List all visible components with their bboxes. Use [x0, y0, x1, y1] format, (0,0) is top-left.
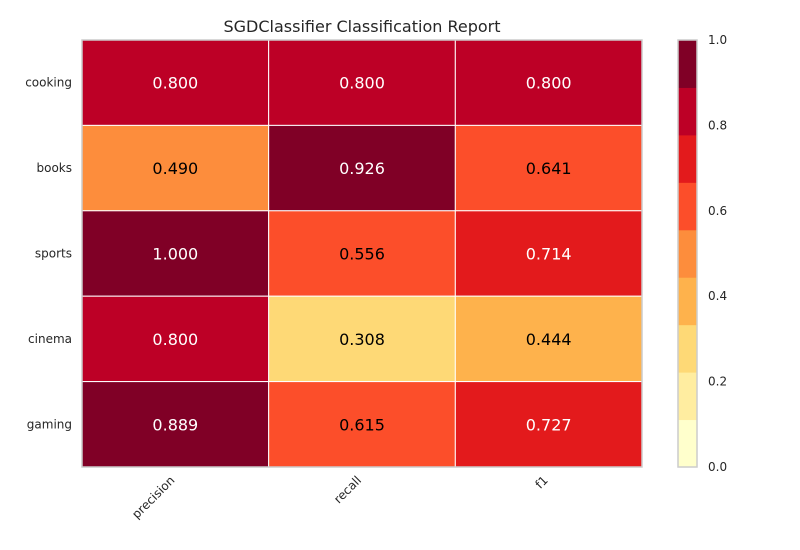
heatmap-cell-sports-recall	[268, 210, 456, 297]
colorbar-bin	[678, 419, 697, 468]
heatmap-cell-books-precision	[81, 124, 270, 212]
heatmap-value-labels: 0.800 0.800 0.800 0.490 0.926 0.641 1.000 0.556…	[152, 74, 571, 435]
colorbar-bin	[678, 372, 697, 421]
colorbar-bin	[678, 324, 697, 373]
column-labels: precision recall f1	[129, 473, 551, 521]
cell-value-label: 0.800	[152, 74, 198, 93]
colorbar-tick-label: 0.0	[708, 460, 727, 474]
row-label-cooking: cooking	[25, 76, 72, 90]
cell-value-label: 0.444	[526, 330, 572, 349]
cell-value-label: 0.800	[526, 74, 572, 93]
heatmap-cell-cinema-f1	[454, 295, 643, 383]
colorbar: 0.0 0.2 0.4 0.6 0.8 1.0	[677, 33, 727, 474]
colorbar-tick-label: 0.6	[708, 204, 727, 218]
cell-value-label: 1.000	[152, 245, 198, 264]
row-label-gaming: gaming	[27, 417, 72, 431]
row-label-books: books	[36, 161, 72, 175]
chart-title: SGDClassifier Classification Report	[224, 17, 501, 36]
colorbar-frame	[677, 39, 698, 468]
cell-value-label: 0.800	[339, 74, 385, 93]
colorbar-tick-label: 0.8	[708, 118, 727, 132]
colorbar-bin	[678, 182, 697, 231]
cell-value-label: 0.308	[339, 330, 385, 349]
colorbar-tick-label: 0.2	[708, 375, 727, 389]
heatmap-cell-gaming-f1	[454, 381, 643, 468]
cell-value-label: 0.556	[339, 245, 385, 264]
colorbar-bin	[678, 40, 697, 88]
colorbar-tick-label: 0.4	[708, 289, 727, 303]
heatmap-cell-cooking-recall	[268, 39, 456, 126]
column-label-precision: precision	[129, 473, 177, 521]
cell-value-label: 0.490	[152, 159, 198, 178]
column-label-recall: recall	[331, 473, 364, 506]
plot-frame	[81, 39, 643, 468]
cell-value-label: 0.727	[526, 415, 572, 434]
cell-value-label: 0.800	[152, 330, 198, 349]
colorbar-bin	[678, 87, 697, 136]
heatmap-cell-books-recall	[268, 124, 456, 212]
colorbar-bin	[678, 229, 697, 278]
cell-value-label: 0.889	[152, 415, 198, 434]
heatmap-cell-gaming-recall	[268, 381, 456, 468]
colorbar-bin	[678, 134, 697, 183]
heatmap-cell-gaming-precision	[81, 381, 270, 468]
cell-value-label: 0.615	[339, 415, 385, 434]
heatmap-cells	[81, 39, 643, 468]
row-label-sports: sports	[35, 247, 72, 261]
heatmap-cell-cooking-precision	[81, 39, 270, 126]
cell-value-label: 0.926	[339, 159, 385, 178]
row-labels: cooking books sports cinema gaming	[25, 76, 72, 432]
colorbar-tick-label: 1.0	[708, 33, 727, 47]
colorbar-bin	[678, 277, 697, 326]
column-label-f1: f1	[533, 473, 551, 491]
cell-value-label: 0.641	[526, 159, 572, 178]
row-label-cinema: cinema	[28, 332, 72, 346]
cell-value-label: 0.714	[526, 245, 572, 264]
heatmap-cell-cinema-precision	[81, 295, 270, 383]
heatmap-cell-books-f1	[454, 124, 643, 212]
